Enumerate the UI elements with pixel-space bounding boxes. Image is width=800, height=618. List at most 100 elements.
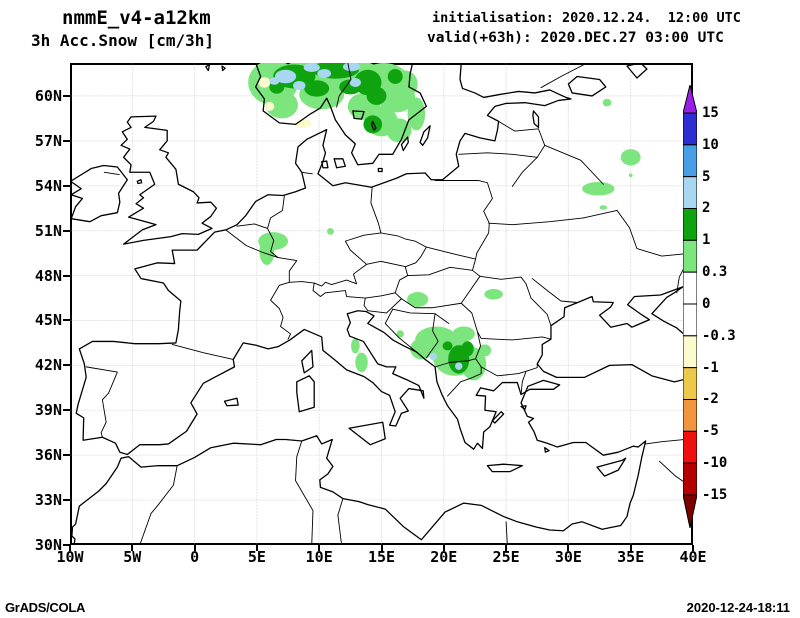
snow-patch-0.3-1cm (259, 238, 275, 266)
colorbar-segment (683, 462, 697, 496)
colorbar-segment (683, 335, 697, 369)
snow-patch-1-2cm (387, 68, 403, 84)
border-danube-romania (461, 303, 551, 340)
lat-tick (63, 94, 70, 97)
island-euboea (492, 412, 503, 423)
snow-patch-0.3-1cm (350, 338, 360, 354)
lon-tick-label: 30E (554, 548, 582, 566)
snow-patch-0.3-1cm (355, 352, 368, 373)
border-germany-czech-austria (345, 233, 405, 267)
map-frame (70, 63, 693, 545)
colorbar-segment (683, 430, 697, 464)
border-sava (393, 309, 449, 323)
snow-patch-2-5cm (303, 63, 320, 72)
snow-patch-0.3-1cm (326, 228, 334, 235)
lat-tick (63, 274, 70, 277)
lon-tick (255, 545, 258, 551)
snow-patch-0.3-1cm (265, 91, 299, 119)
island-corsica (302, 350, 313, 372)
snow-patch-1-2cm (363, 115, 383, 134)
creation-timestamp: 2020-12-24-18:11 (686, 600, 790, 615)
lon-tick (629, 545, 632, 551)
colorbar-label: 15 (702, 105, 719, 121)
snow-patch--1--0.3cm (294, 119, 312, 129)
colorbar-label: -10 (702, 455, 728, 472)
border-greece-north (448, 367, 482, 396)
colorbar-label: -0.3 (702, 327, 736, 344)
colorbar-label: -1 (702, 359, 719, 376)
colorbar-segment (683, 303, 697, 337)
border-russia-ukraine (583, 210, 691, 256)
lat-tick (63, 139, 70, 142)
colorbar-label: 0 (702, 295, 711, 312)
lat-tick (63, 454, 70, 457)
lon-tick (380, 545, 383, 551)
lon-tick (567, 545, 570, 551)
border-germany-denmark (302, 172, 313, 173)
border-tunisia-libya (338, 499, 343, 545)
snow-patch-0.3-1cm (484, 289, 503, 300)
border-turkey-bulgaria (526, 364, 537, 371)
colorbar (683, 85, 697, 528)
lat-tick (63, 544, 70, 546)
border-slovenia-croatia (368, 299, 402, 313)
lat-tick-label: 39N (34, 401, 62, 420)
snow-patch-2-5cm (429, 352, 437, 361)
snow-patch-0.3-1cm (582, 182, 615, 196)
island-cyprus (597, 458, 626, 476)
snow-patch-0.3-1cm (599, 205, 608, 210)
border-czech-slovakia (406, 247, 427, 266)
border-belarus-russia (545, 145, 604, 184)
border-portugal-spain (86, 367, 117, 437)
lon-tick (505, 545, 508, 551)
border-france-east (226, 230, 297, 339)
border-croatia-bosnia (385, 309, 416, 352)
island-lesbos (521, 406, 526, 410)
lon-tick (318, 545, 321, 551)
lat-tick-label: 30N (34, 536, 62, 554)
colorbar-segment (683, 112, 697, 146)
lat-tick-label: 60N (34, 86, 62, 105)
lat-tick-label: 54N (34, 176, 62, 195)
map-canvas (70, 63, 693, 545)
colorbar-segment (683, 144, 697, 178)
snow-patch-0.3-1cm (452, 326, 475, 342)
lat-tick-label: 36N (34, 446, 62, 465)
border-albania-kosovo (435, 359, 475, 367)
island-bornholm (378, 169, 382, 172)
lon-tick (692, 545, 694, 551)
border-romania-ukraine-moldova (480, 276, 551, 325)
lake-vanern (353, 111, 364, 119)
lat-tick (63, 319, 70, 322)
border-algeria-tunisia (296, 441, 313, 545)
border-swiss-italy-austria (313, 283, 368, 311)
colorbar-label: 2 (702, 200, 711, 217)
snow-patch-0.3-1cm (602, 98, 612, 107)
lon-tick-label: 5W (123, 548, 142, 566)
lake-ladoga (568, 76, 605, 95)
lakes-layer (353, 63, 647, 130)
colorbar-segment (683, 239, 697, 273)
lat-tick-label: 45N (34, 311, 62, 330)
island-funen (322, 161, 328, 168)
snow-patch-1-2cm (442, 341, 453, 351)
snow-patch-0.3-1cm (407, 292, 429, 307)
snow-patch-2-5cm (269, 77, 280, 85)
border-finland-russia (541, 63, 587, 88)
border-benelux (237, 224, 278, 258)
valid-time-label: valid(+63h): 2020.DEC.27 03:00 UTC (427, 30, 724, 46)
snow-patch-0.3-1cm (396, 330, 404, 338)
border-austria-slovenia (365, 293, 395, 298)
island-oland (401, 137, 408, 150)
snow-patch-2-5cm (342, 63, 361, 72)
border-latvia-russia (537, 129, 544, 157)
lon-tick-label: 20E (430, 548, 458, 566)
islands-layer (137, 64, 625, 476)
coastline-ireland (71, 166, 128, 222)
snow-patch-1-2cm (366, 86, 387, 105)
lat-tick-label: 57N (34, 131, 62, 150)
island-crete (487, 464, 522, 471)
snow-shading-layer (248, 63, 641, 381)
island-rhodes (545, 448, 549, 452)
